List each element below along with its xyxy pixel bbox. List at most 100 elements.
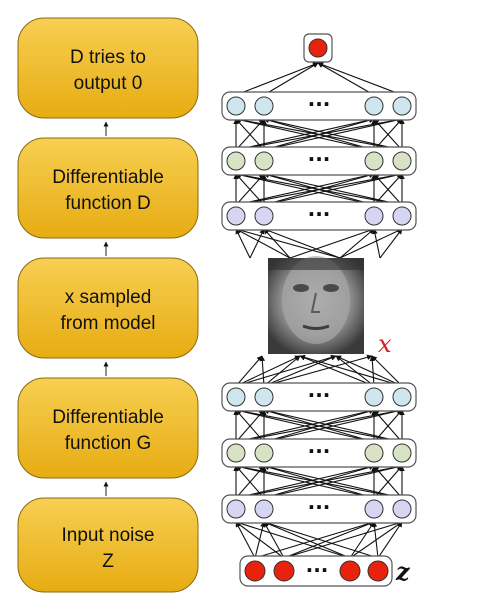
- edge-noise-to-gen: [263, 520, 379, 559]
- noise-ellipsis: ···: [306, 558, 329, 582]
- edge-gen-to-face: [335, 355, 375, 387]
- edge-dense: [373, 118, 403, 151]
- neuron: [226, 151, 246, 171]
- flow-box-function-g: Differentiable function G: [17, 377, 199, 479]
- noise-neuron: [244, 560, 266, 582]
- noise-neuron: [367, 560, 389, 582]
- flow-box-d-output-line2: output 0: [74, 73, 143, 94]
- edge-noise-to-gen: [254, 520, 375, 559]
- disc-layer-2: ···: [221, 146, 417, 176]
- edge-face-to-disc: [235, 228, 291, 259]
- edge-dense: [373, 465, 403, 499]
- layer-ellipsis: ···: [308, 439, 331, 463]
- edge-dense: [235, 464, 375, 499]
- neuron: [226, 387, 246, 407]
- edge-dense: [235, 117, 375, 151]
- edge-to-output: [317, 62, 403, 96]
- edge-noise-to-gen: [263, 521, 351, 559]
- network-edges: [233, 62, 405, 559]
- gen-layer-2: ···: [221, 438, 417, 468]
- edge-face-to-disc: [289, 228, 375, 259]
- neuron: [392, 96, 412, 116]
- neuron: [392, 206, 412, 226]
- edge-face-to-disc: [339, 228, 403, 259]
- edge-gen-to-face: [259, 355, 266, 387]
- neuron: [392, 387, 412, 407]
- edge-face-to-disc: [235, 227, 341, 259]
- layer-box: [221, 201, 417, 231]
- edge-face-to-disc: [263, 228, 341, 259]
- noise-layer: ···: [239, 555, 393, 587]
- edge-gen-to-face: [299, 354, 403, 387]
- edge-noise-to-gen: [235, 521, 285, 559]
- flow-box-x-sampled-line2: from model: [60, 313, 155, 334]
- edge-dense: [373, 409, 403, 443]
- edge-dense: [373, 173, 403, 206]
- edge-gen-to-face: [263, 355, 301, 387]
- edge-dense: [235, 464, 403, 499]
- edge-noise-to-gen: [235, 520, 351, 559]
- neuron: [392, 151, 412, 171]
- layer-ellipsis: ···: [308, 202, 331, 226]
- edge-dense: [235, 172, 375, 206]
- disc-layer-3: ···: [221, 91, 417, 121]
- neuron: [254, 443, 274, 463]
- edge-dense: [235, 173, 265, 206]
- edge-to-output: [235, 62, 319, 96]
- network-layers: ··· ··· ··· ··· ··· ··· ···: [221, 33, 417, 587]
- flow-box-d-output: D tries to output 0: [17, 17, 199, 119]
- edge-gen-to-face: [235, 355, 263, 387]
- edge-dense: [235, 118, 265, 151]
- neuron: [364, 499, 384, 519]
- neuron: [364, 443, 384, 463]
- layer-ellipsis: ···: [308, 495, 331, 519]
- noise-neuron: [273, 560, 295, 582]
- neuron: [392, 443, 412, 463]
- edge-face-to-disc: [249, 228, 265, 259]
- neuron: [226, 96, 246, 116]
- noise-neuron: [339, 560, 361, 582]
- edge-gen-to-face: [299, 355, 375, 387]
- disc-layer-1: ···: [221, 201, 417, 231]
- flow-box-x-sampled-line1: x sampled: [65, 287, 152, 308]
- neuron: [254, 387, 274, 407]
- neuron: [254, 499, 274, 519]
- edge-gen-to-face: [235, 355, 301, 387]
- edge-noise-to-gen: [283, 520, 403, 559]
- edge-to-output: [317, 62, 375, 96]
- edge-gen-to-face: [263, 355, 337, 387]
- flow-box-x-sampled: x sampled from model: [17, 257, 199, 359]
- edge-gen-to-face: [235, 354, 337, 387]
- edge-noise-to-gen: [371, 521, 379, 559]
- edge-noise-to-gen: [283, 521, 375, 559]
- neuron: [364, 151, 384, 171]
- layer-box: [221, 91, 417, 121]
- flow-box-d-output-line1: D tries to: [70, 47, 146, 68]
- edge-dense: [263, 172, 403, 206]
- edge-face-to-disc: [339, 228, 375, 259]
- flow-box-function-d-line2: function D: [65, 193, 151, 214]
- edge-dense: [235, 172, 403, 206]
- edge-noise-to-gen: [349, 521, 375, 559]
- neuron: [254, 151, 274, 171]
- neuron: [226, 499, 246, 519]
- neuron: [364, 96, 384, 116]
- neuron: [226, 443, 246, 463]
- neuron: [364, 206, 384, 226]
- layer-box: [221, 146, 417, 176]
- layer-ellipsis: ···: [308, 383, 331, 407]
- layer-box: [221, 382, 417, 412]
- flow-box-input-noise-line2: Z: [102, 551, 114, 572]
- edge-face-to-disc: [235, 228, 251, 259]
- flowchart: D tries to output 0 Differentiable funct…: [17, 17, 199, 593]
- edge-to-output: [263, 62, 319, 96]
- edge-dense: [235, 408, 375, 443]
- edge-noise-to-gen: [235, 521, 256, 559]
- x-symbol: x: [378, 330, 392, 358]
- edge-dense: [263, 117, 403, 151]
- edge-dense: [263, 408, 403, 443]
- neuron: [254, 206, 274, 226]
- flow-box-function-d-line1: Differentiable: [52, 167, 164, 188]
- flow-box-input-noise-line1: Input noise: [62, 525, 155, 546]
- neuron: [254, 96, 274, 116]
